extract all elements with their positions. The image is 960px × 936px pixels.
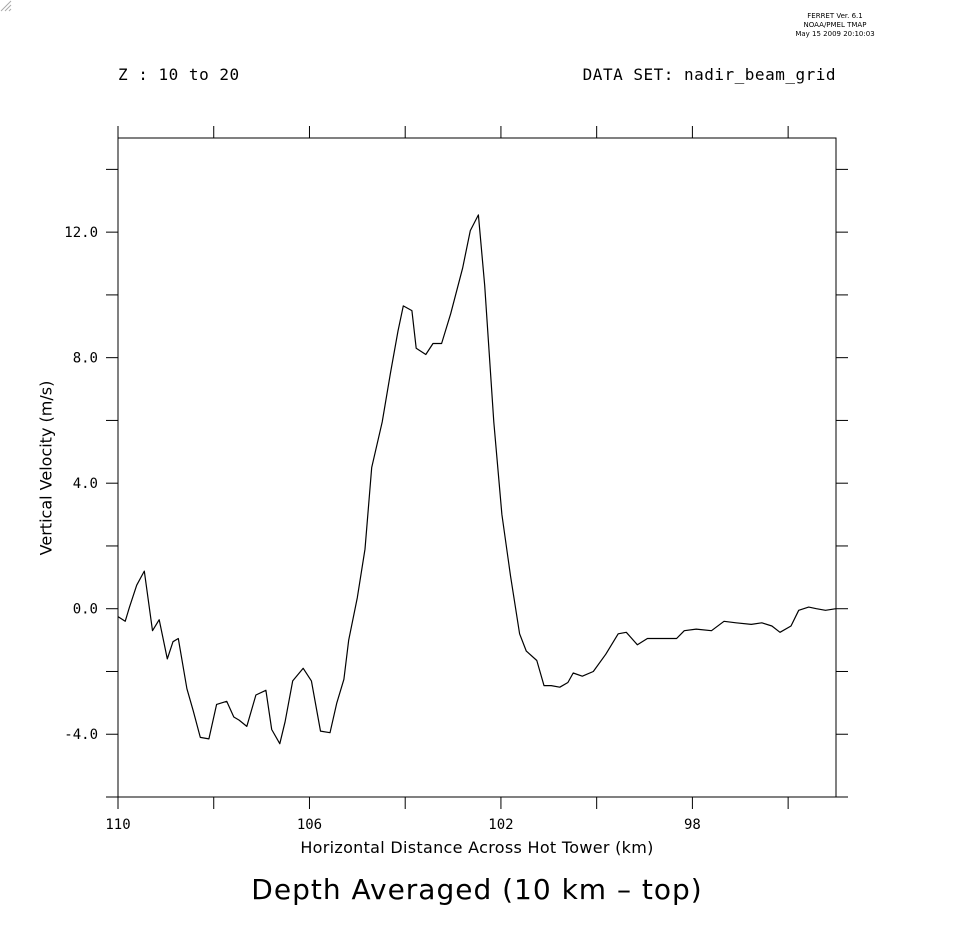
series-line	[117, 214, 837, 745]
x-tick-label: 102	[488, 817, 513, 833]
plot-frame	[117, 137, 837, 798]
x-tick-label: 98	[684, 817, 701, 833]
y-tick-label: 0.0	[73, 602, 98, 618]
x-tick-label: 106	[297, 817, 322, 833]
ferret-line-3: May 15 2009 20:10:03	[795, 30, 875, 38]
y-tick-label: 8.0	[73, 351, 98, 367]
y-tick-label: -4.0	[64, 727, 98, 743]
ferret-line-1: FERRET Ver. 6.1	[807, 12, 863, 20]
y-axis-title: Vertical Velocity (m/s)	[36, 380, 56, 556]
x-axis-title: Horizontal Distance Across Hot Tower (km…	[300, 838, 654, 857]
ferret-line-2: NOAA/PMEL TMAP	[803, 21, 867, 29]
y-tick-label: 4.0	[73, 476, 98, 492]
ferret-version-stamp: FERRET Ver. 6.1 NOAA/PMEL TMAP May 15 20…	[760, 12, 910, 39]
x-tick-label: 110	[105, 817, 130, 833]
z-range-label: Z : 10 to 20	[118, 65, 240, 84]
dataset-label: DATA SET: nadir_beam_grid	[582, 65, 836, 84]
chart-title: Depth Averaged (10 km – top)	[251, 873, 703, 906]
resize-grip-icon[interactable]	[0, 0, 12, 12]
y-tick-label: 12.0	[64, 225, 98, 241]
